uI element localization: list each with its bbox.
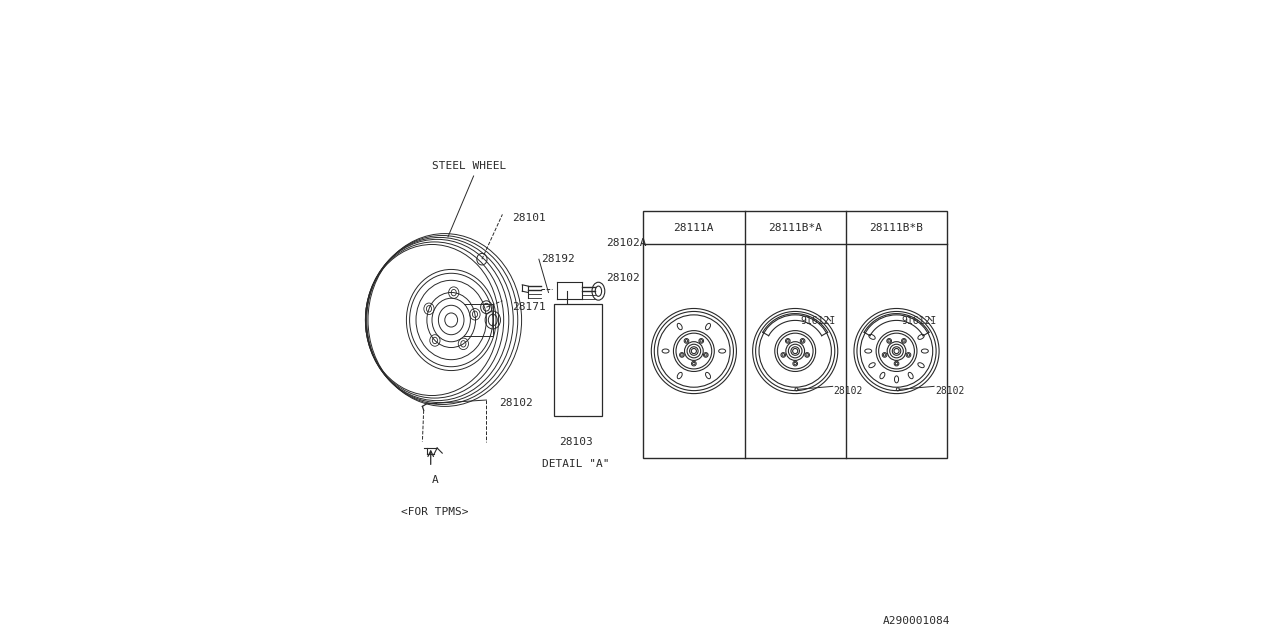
Text: 28102: 28102	[833, 386, 863, 396]
Text: 28111B*A: 28111B*A	[768, 223, 822, 233]
Text: 28101: 28101	[512, 212, 545, 223]
Text: 28171: 28171	[512, 302, 545, 312]
Bar	[644, 211, 947, 458]
Text: A290001084: A290001084	[883, 616, 950, 626]
Text: A: A	[431, 475, 439, 485]
Text: 28192: 28192	[540, 254, 575, 264]
Text: 28111A: 28111A	[673, 223, 714, 233]
Text: <FOR TPMS>: <FOR TPMS>	[402, 507, 468, 517]
Bar	[554, 304, 602, 416]
Text: 91612I: 91612I	[902, 316, 937, 326]
Text: 91612I: 91612I	[800, 316, 836, 326]
Text: 28102: 28102	[607, 273, 640, 284]
Text: STEEL WHEEL: STEEL WHEEL	[433, 161, 507, 172]
Text: 28102A: 28102A	[607, 238, 646, 248]
Text: 28102: 28102	[936, 386, 964, 396]
Text: 28103: 28103	[559, 436, 593, 447]
Text: 28111B*B: 28111B*B	[869, 223, 924, 233]
Text: DETAIL "A": DETAIL "A"	[543, 459, 609, 469]
Text: 28102: 28102	[499, 398, 532, 408]
